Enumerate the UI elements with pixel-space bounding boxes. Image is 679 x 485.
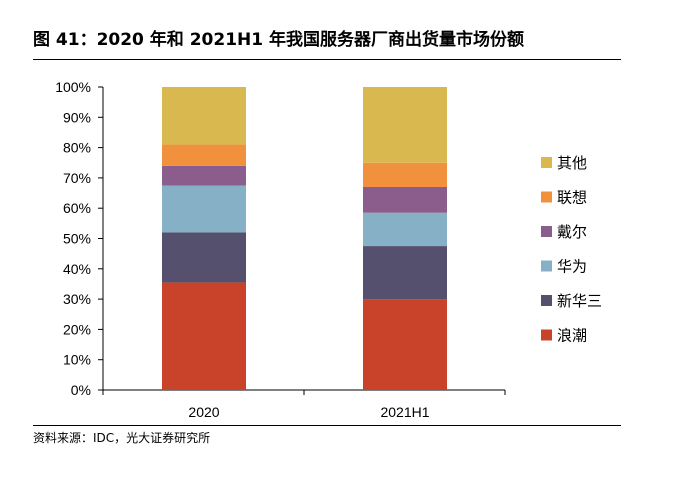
bar-segment [363, 212, 447, 247]
bar-segment [162, 232, 246, 283]
legend-swatch [541, 329, 552, 341]
legend-swatch [541, 157, 552, 168]
legend-swatch [541, 226, 552, 237]
bar-segment [162, 282, 246, 390]
y-tick-label: 30% [63, 291, 91, 307]
bar-segment [162, 165, 246, 186]
bar-segment [363, 299, 447, 390]
bar-segment [363, 246, 447, 300]
bar-segment [162, 144, 246, 166]
y-tick-label: 10% [63, 352, 91, 368]
legend-label: 新华三 [557, 292, 602, 310]
legend-label: 戴尔 [557, 223, 587, 241]
y-tick-label: 20% [63, 321, 91, 337]
y-tick-label: 70% [63, 170, 91, 186]
chart-bars [162, 87, 447, 390]
source-note: 资料来源：IDC，光大证券研究所 [33, 431, 211, 445]
legend-swatch [541, 260, 552, 272]
y-tick-label: 40% [63, 261, 91, 277]
legend-label: 浪潮 [557, 327, 587, 345]
y-tick-label: 90% [63, 109, 91, 125]
y-tick-label: 0% [71, 382, 91, 398]
y-tick-label: 80% [63, 140, 91, 156]
title-divider [33, 59, 621, 60]
bar-segment [363, 87, 447, 163]
bar-segment [363, 186, 447, 213]
legend-label: 其他 [557, 154, 587, 172]
y-tick-label: 50% [63, 231, 91, 247]
figure-title: 图 41：2020 年和 2021H1 年我国服务器厂商出货量市场份额 [33, 30, 525, 50]
legend-swatch [541, 191, 552, 203]
bar-segment [162, 185, 246, 233]
bar-segment [363, 162, 447, 187]
x-tick-label: 2021H1 [380, 404, 429, 420]
source-divider [33, 425, 621, 426]
y-tick-label: 60% [63, 200, 91, 216]
legend-label: 联想 [557, 189, 587, 207]
legend-label: 华为 [557, 258, 587, 276]
y-tick-label: 100% [55, 79, 91, 95]
bar-segment [162, 87, 246, 145]
x-tick-label: 2020 [188, 404, 219, 420]
chart-axes: 0% 10% 20% 30% 40% 50% 60% 70% 80% 90% 100% 2020 202… [55, 79, 506, 420]
legend-swatch [541, 295, 552, 306]
